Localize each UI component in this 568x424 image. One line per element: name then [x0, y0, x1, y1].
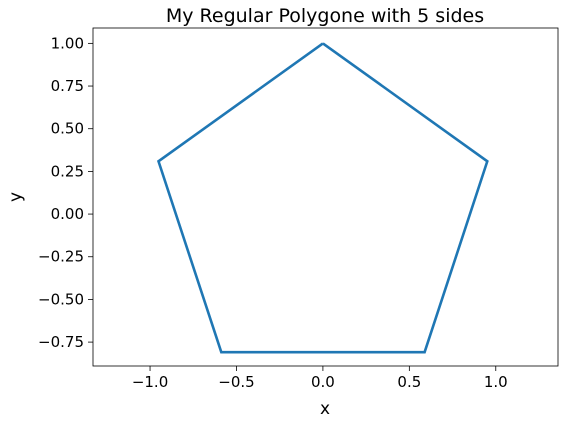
x-axis-label: x — [320, 399, 330, 419]
x-tick-label: 0.5 — [397, 373, 421, 391]
chart-title: My Regular Polygone with 5 sides — [166, 5, 484, 27]
y-tick-label: 1.00 — [51, 34, 84, 52]
y-tick-label: 0.50 — [51, 120, 84, 138]
polygon-line — [156, 42, 489, 354]
y-tick-label: 0.00 — [51, 205, 84, 223]
plot-area — [92, 27, 559, 367]
x-tick-label: 1.0 — [484, 373, 508, 391]
series-layer — [156, 42, 489, 354]
x-tick-label: −1.0 — [132, 373, 168, 391]
y-tick-label: −0.25 — [38, 248, 84, 266]
x-tick-label: 0.0 — [311, 373, 335, 391]
y-tick-label: 0.25 — [51, 162, 84, 180]
x-tick-label: −0.5 — [218, 373, 254, 391]
x-axis: −1.0 −0.5 0.0 0.5 1.0 — [132, 366, 508, 391]
y-axis: 1.00 0.75 0.50 0.25 0.00 −0.25 −0.50 −0.75 — [38, 34, 93, 351]
y-tick-label: −0.75 — [38, 333, 84, 351]
y-tick-label: −0.50 — [38, 290, 84, 308]
y-tick-label: 0.75 — [51, 77, 84, 95]
y-axis-label: y — [6, 192, 26, 202]
